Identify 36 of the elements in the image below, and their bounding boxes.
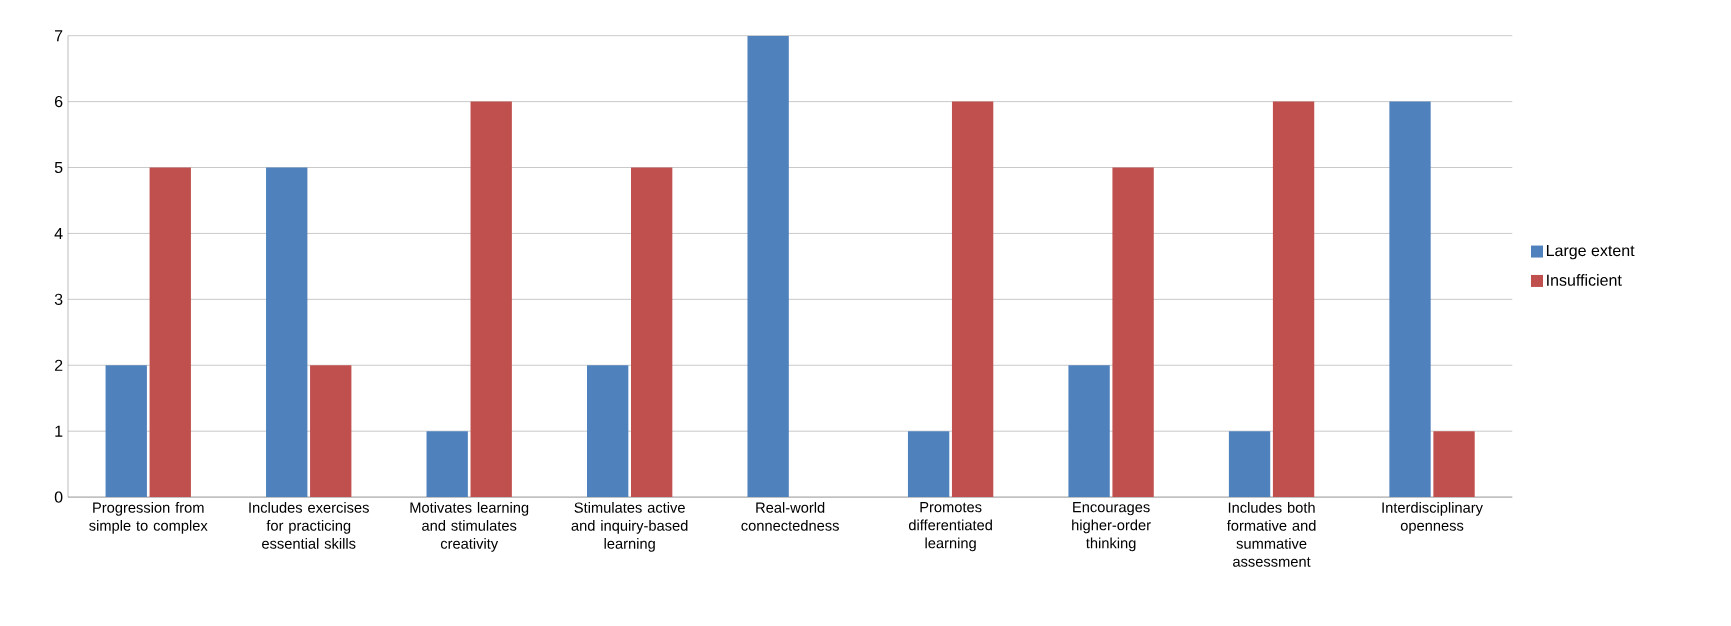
bar bbox=[1433, 431, 1475, 498]
legend-label: Large extent bbox=[1546, 244, 1635, 260]
bar bbox=[1228, 431, 1271, 498]
x-tick-label: Encourages higher-order thinking bbox=[1072, 501, 1151, 552]
x-tick-label: Motivates learning and stimulates creativity bbox=[410, 501, 529, 552]
x-tick-label: Stimulates active and inquiry-based learning bbox=[571, 501, 688, 552]
y-tick-label: 1 bbox=[55, 425, 63, 437]
bar bbox=[1389, 101, 1431, 498]
bar bbox=[1112, 167, 1154, 498]
bar bbox=[587, 365, 629, 498]
bar bbox=[951, 101, 994, 498]
legend-label: Insufficient bbox=[1547, 274, 1622, 286]
y-tick-label: 2 bbox=[54, 359, 63, 371]
bar bbox=[1272, 101, 1315, 498]
bar bbox=[266, 167, 308, 498]
x-tick-label: Real-world connectedness bbox=[741, 501, 839, 531]
y-tick-label: 0 bbox=[54, 491, 63, 503]
bar bbox=[747, 35, 789, 498]
bar bbox=[907, 431, 950, 498]
y-tick-label: 6 bbox=[55, 95, 63, 108]
y-tick-label: 5 bbox=[54, 161, 63, 174]
bar bbox=[105, 365, 147, 498]
bar bbox=[149, 167, 191, 498]
x-tick-label: Progression from simple to complex bbox=[89, 501, 208, 534]
bar bbox=[631, 167, 673, 498]
x-tick-label: Interdisciplinary openness bbox=[1382, 501, 1483, 534]
x-tick-label: Includes both formative and summative assessment bbox=[1226, 501, 1316, 567]
bar bbox=[470, 101, 512, 498]
bar bbox=[1068, 365, 1110, 498]
x-tick-label: Includes exercises for practicing essential skills bbox=[249, 501, 369, 549]
y-tick-label: 3 bbox=[54, 293, 63, 305]
bar bbox=[426, 431, 468, 498]
y-tick-label: 7 bbox=[55, 30, 63, 42]
y-tick-label: 4 bbox=[54, 227, 63, 239]
x-tick-label: Promotes differentiated learning bbox=[908, 501, 992, 552]
bar bbox=[310, 365, 352, 498]
